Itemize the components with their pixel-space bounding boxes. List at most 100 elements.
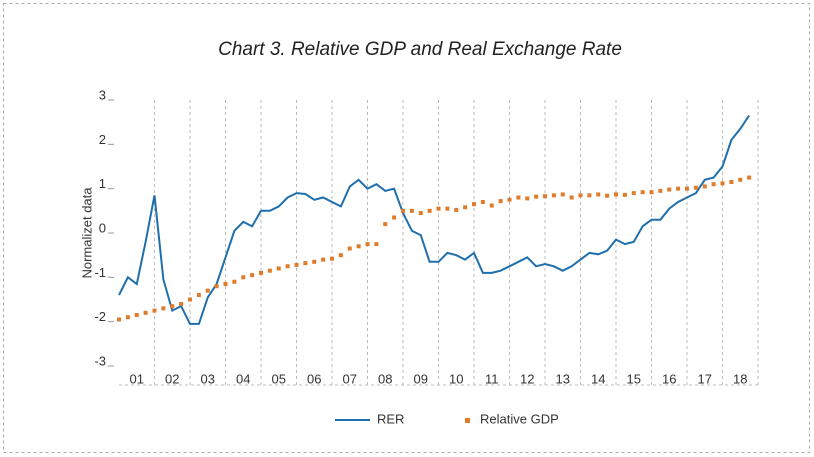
y-tick-label: 0	[99, 220, 106, 235]
gdp-dot	[241, 275, 246, 280]
gdp-dot	[685, 186, 689, 191]
gdp-dot	[622, 192, 627, 197]
gdp-dot	[294, 262, 299, 267]
gdp-dot	[134, 313, 139, 318]
gdp-dot	[365, 242, 370, 247]
gdp-dot	[667, 187, 672, 192]
gdp-dot	[498, 199, 503, 204]
x-tick-label: 13	[556, 371, 570, 386]
gdp-dot	[392, 215, 397, 220]
gdp-dot	[587, 193, 592, 198]
gdp-dot	[631, 191, 636, 196]
x-tick-label: 10	[449, 371, 463, 386]
x-tick-label: 11	[485, 371, 499, 386]
gdp-dot	[507, 197, 512, 202]
x-tick-label: 14	[591, 371, 605, 386]
gdp-dot	[605, 193, 610, 198]
gdp-dot	[720, 181, 725, 186]
gdp-dot	[702, 184, 707, 189]
x-tick-label: 04	[236, 371, 250, 386]
y-tick-label: -2	[94, 309, 106, 324]
gdp-dot	[117, 317, 121, 322]
gdp-dot	[356, 244, 361, 249]
chart-title: Chart 3. Relative GDP and Real Exchange …	[218, 39, 622, 60]
gdp-dot	[693, 185, 698, 190]
gdp-dot	[738, 177, 743, 182]
frame	[3, 3, 810, 453]
gdp-dot	[436, 206, 441, 211]
gdp-dot	[330, 256, 334, 261]
gdp-dot	[179, 301, 184, 306]
gdp-dot	[161, 306, 166, 311]
gdp-dot	[614, 192, 618, 197]
gdp-dot	[374, 242, 379, 247]
y-tick-label: -3	[94, 353, 106, 368]
gdp-dot	[596, 192, 601, 197]
x-tick-label: 05	[272, 371, 286, 386]
gdp-dot	[223, 281, 228, 286]
y-tick-label: 3	[99, 87, 106, 102]
gdp-dot	[125, 315, 130, 320]
gdp-dot	[338, 253, 343, 258]
gdp-dot	[276, 266, 281, 271]
x-tick-label: 09	[414, 371, 428, 386]
gdp-dot	[480, 199, 485, 204]
gdp-dot	[188, 297, 192, 302]
gdp-dot	[303, 261, 308, 266]
gdp-dot	[232, 279, 237, 284]
gdp-dot	[551, 193, 556, 198]
gdp-dot	[711, 182, 716, 187]
gdp-dot	[534, 194, 539, 199]
gdp-dot	[658, 188, 663, 193]
gdp-dot	[267, 268, 272, 273]
x-tick-label: 08	[378, 371, 392, 386]
x-tick-label: 16	[662, 371, 676, 386]
legend-label: Relative GDP	[480, 411, 559, 426]
x-tick-label: 02	[165, 371, 179, 386]
gdp-dot	[578, 193, 583, 198]
gdp-dot	[196, 293, 201, 298]
x-tick-label: 18	[733, 371, 747, 386]
gdp-dot	[729, 180, 734, 185]
gdp-dot	[214, 284, 219, 289]
gdp-dot	[285, 264, 290, 269]
legend-label: RER	[377, 411, 404, 426]
gdp-dot	[143, 310, 148, 315]
y-tick-label: -1	[94, 265, 106, 280]
y-tick-label: 2	[99, 132, 106, 147]
x-tick-label: 01	[130, 371, 144, 386]
gdp-dot	[383, 222, 388, 227]
gdp-dot	[401, 208, 405, 213]
gdp-dot	[525, 196, 530, 201]
y-tick-label: 1	[99, 176, 106, 191]
gdp-dot	[347, 246, 352, 251]
gdp-dot	[205, 288, 210, 293]
gdp-dot	[649, 190, 654, 195]
gdp-dot	[152, 308, 157, 313]
gdp-dot	[560, 192, 565, 197]
x-tick-label: 12	[520, 371, 534, 386]
gdp-dot	[454, 207, 459, 212]
gdp-dot	[489, 203, 494, 208]
gdp-dot	[516, 195, 521, 200]
y-axis-label: Normalizet data	[79, 187, 94, 279]
gdp-dot	[472, 202, 476, 207]
gdp-dot	[312, 259, 317, 264]
legend-swatch	[465, 418, 470, 423]
gdp-dot	[676, 186, 681, 191]
rer-line	[118, 114, 750, 325]
x-tick-label: 15	[627, 371, 641, 386]
gdp-dot	[445, 206, 450, 211]
gdp-dot	[640, 190, 645, 195]
x-tick-label: 03	[201, 371, 215, 386]
gdp-dot	[747, 175, 752, 180]
gdp-dot	[321, 257, 326, 262]
gdp-dot	[569, 195, 574, 200]
gdp-dot	[409, 208, 414, 213]
gdp-dot	[543, 194, 547, 199]
gdp-dot	[259, 270, 263, 275]
gdp-dot	[170, 304, 175, 309]
x-tick-label: 17	[698, 371, 712, 386]
gdp-dot	[427, 208, 432, 213]
